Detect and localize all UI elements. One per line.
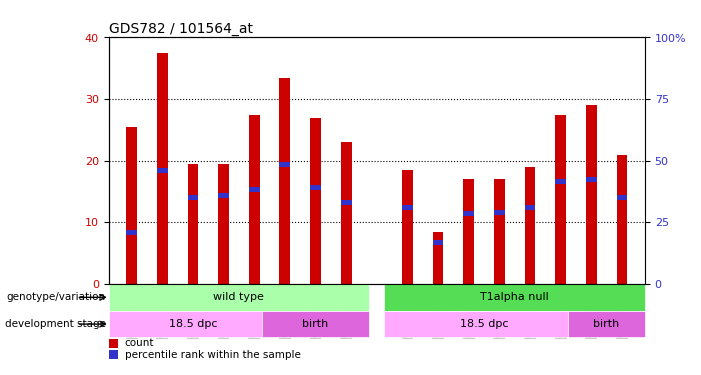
Bar — [617, 154, 627, 284]
Text: T1alpha null: T1alpha null — [480, 292, 549, 302]
Text: birth: birth — [594, 319, 620, 329]
Bar — [586, 105, 597, 284]
Bar — [384, 284, 645, 311]
Bar — [109, 311, 277, 338]
Bar — [524, 205, 536, 210]
Bar — [555, 114, 566, 284]
Bar — [262, 311, 369, 338]
Bar — [586, 177, 597, 182]
Bar — [494, 210, 505, 215]
Text: development stage: development stage — [5, 319, 106, 329]
Text: percentile rank within the sample: percentile rank within the sample — [125, 350, 301, 360]
Bar — [384, 311, 584, 338]
Bar — [617, 195, 627, 200]
Bar — [126, 127, 137, 284]
Text: GDS782 / 101564_at: GDS782 / 101564_at — [109, 22, 252, 36]
Bar — [402, 205, 413, 210]
Text: 18.5 dpc: 18.5 dpc — [169, 319, 217, 329]
Bar — [188, 164, 198, 284]
Bar — [310, 185, 321, 190]
Bar — [341, 200, 351, 205]
Bar — [524, 167, 536, 284]
Text: birth: birth — [302, 319, 329, 329]
Bar — [463, 211, 474, 216]
Bar — [569, 311, 645, 338]
Bar — [494, 179, 505, 284]
Bar — [463, 179, 474, 284]
Bar — [188, 195, 198, 200]
Bar — [249, 114, 259, 284]
Bar — [249, 187, 259, 192]
Bar — [218, 164, 229, 284]
Text: count: count — [125, 338, 154, 348]
Bar — [310, 118, 321, 284]
Bar — [402, 170, 413, 284]
Bar — [157, 53, 168, 284]
Bar — [126, 230, 137, 235]
Bar — [280, 162, 290, 167]
Bar — [157, 168, 168, 173]
Bar — [555, 179, 566, 184]
Bar — [109, 350, 118, 359]
Bar — [218, 193, 229, 198]
Text: wild type: wild type — [213, 292, 264, 302]
Text: 18.5 dpc: 18.5 dpc — [460, 319, 508, 329]
Bar — [280, 78, 290, 284]
Text: genotype/variation: genotype/variation — [7, 292, 106, 302]
Bar — [433, 232, 444, 284]
Bar — [433, 240, 444, 244]
Bar — [109, 284, 369, 311]
Bar — [109, 339, 118, 348]
Bar — [341, 142, 351, 284]
